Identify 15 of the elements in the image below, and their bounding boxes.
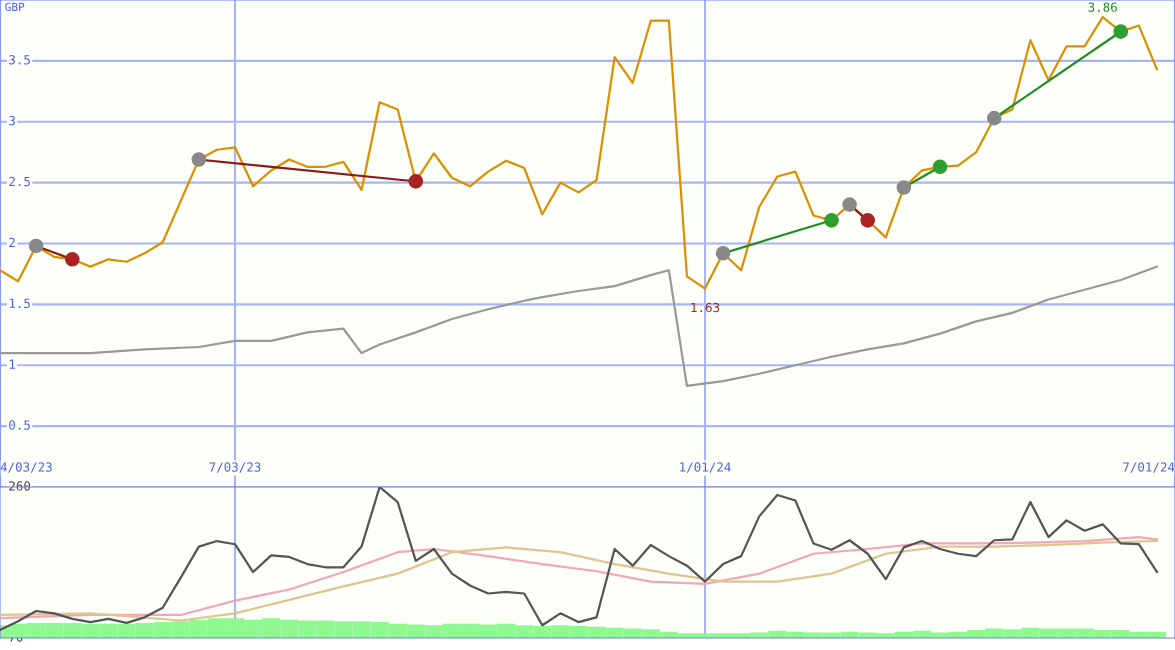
x-tick-label: 7/03/23 <box>209 462 261 473</box>
y-axis-title: GBP <box>5 2 25 12</box>
x-tick-label: 1/01/24 <box>680 462 731 473</box>
annotation: 1.63 <box>691 302 720 313</box>
y-tick-label: 2.5 <box>9 176 30 187</box>
x-tick-label: 7/01/24 <box>1123 462 1175 473</box>
y-tick-label: 1 <box>9 359 16 369</box>
y-tick-label: 1.5 <box>9 298 30 309</box>
y-tick-label: 3 <box>9 115 15 126</box>
y-tick-label: 260 <box>9 481 31 491</box>
y-tick-label: 3.5 <box>9 55 30 65</box>
y-tick-label: 0.5 <box>9 420 30 430</box>
y-tick-label: 2 <box>9 237 15 247</box>
x-tick-label: 4/03/23 <box>0 462 52 473</box>
annotation: 3.86 <box>1088 2 1117 12</box>
